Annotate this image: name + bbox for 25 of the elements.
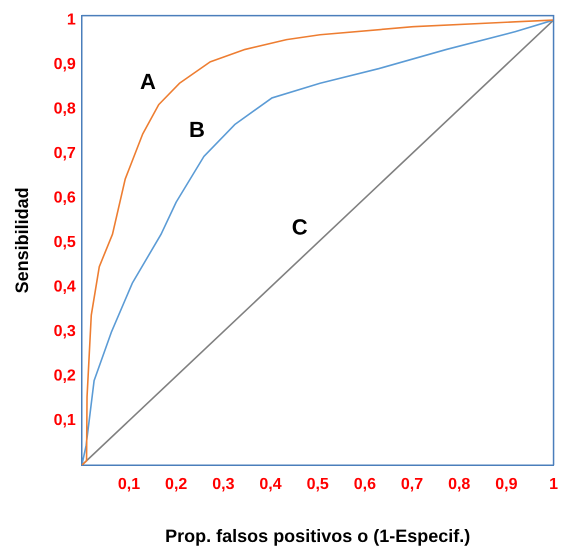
y-tick-label: 1 [66,11,76,28]
x-tick-label: 0,1 [118,476,140,494]
y-tick-label: 0,1 [54,412,76,430]
x-tick-label: 0,8 [448,476,470,494]
x-tick-label: 0,2 [165,476,188,494]
y-axis-title: Sensibilidad [12,187,32,294]
y-tick-label: 0,4 [54,278,76,296]
x-tick-label: 0,6 [354,476,376,494]
x-axis-title: Prop. falsos positivos o (1-Especif.) [165,526,470,546]
series-label: B [188,117,205,142]
y-tick-label: 0,7 [54,145,76,162]
series-label: A [140,69,156,94]
x-tick-label: 0,7 [400,476,424,494]
y-tick-label: 0,2 [54,368,76,385]
x-tick-label: 0,5 [306,476,329,494]
y-tick-label: 0,5 [54,234,76,252]
x-tick-label: 0,3 [212,476,235,494]
x-tick-label: 0,4 [259,476,282,494]
x-tick-label: 0,9 [495,476,518,494]
y-tick-label: 0,9 [54,56,76,73]
y-tick-label: 0,6 [54,190,76,207]
series-label: C [292,214,308,240]
y-tick-label: 0,3 [54,323,76,340]
x-tick-label: 1 [549,476,558,494]
y-tick-label: 0,8 [54,100,76,118]
